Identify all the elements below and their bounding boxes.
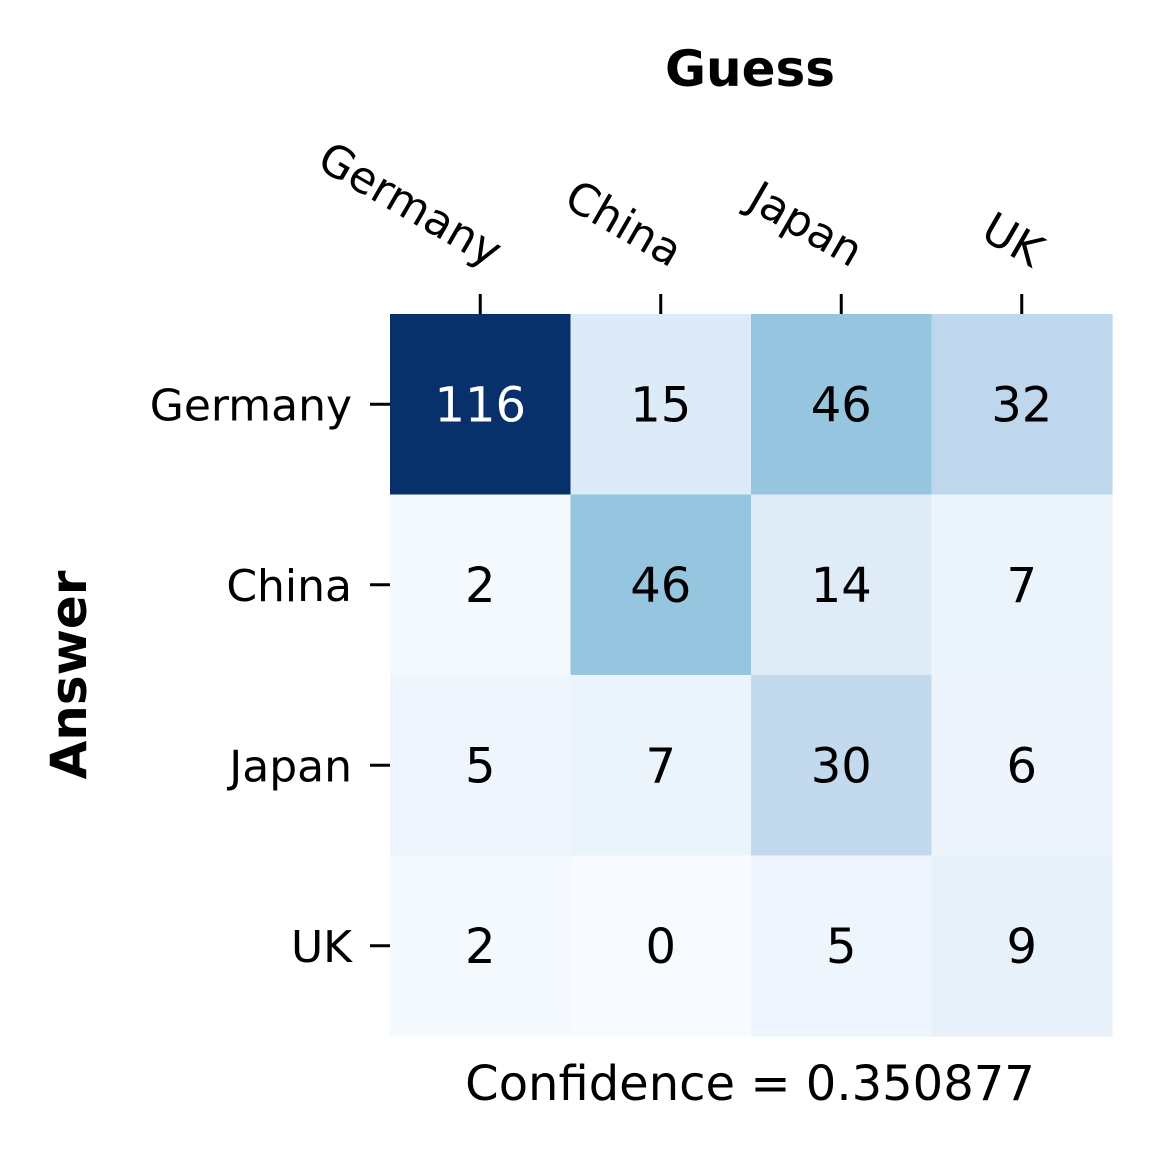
heatmap-cell xyxy=(751,494,933,676)
heatmap-cell xyxy=(390,855,572,1037)
heatmap-cell xyxy=(931,314,1113,496)
heatmap-cell xyxy=(751,675,933,857)
cell-value-label: 2 xyxy=(465,919,496,975)
heatmap-cell xyxy=(570,314,752,496)
cell-value-label: 7 xyxy=(645,738,676,794)
x-tick-label: Japan xyxy=(737,170,871,277)
heatmap-cell xyxy=(390,494,572,676)
cell-value-label: 0 xyxy=(645,919,676,975)
heatmap-cell xyxy=(570,494,752,676)
x-tick-label: China xyxy=(556,171,690,278)
cell-value-label: 9 xyxy=(1006,919,1037,975)
cell-value-label: 2 xyxy=(465,558,496,614)
cell-value-label: 7 xyxy=(1006,558,1037,614)
heatmap-cell xyxy=(390,675,572,857)
y-tick-label: Germany xyxy=(150,380,352,431)
heatmap-cells: 116 15 46 32 2 46 14 7 5 7 30 6 2 0 5 9 xyxy=(390,314,1113,1037)
cell-value-label: 5 xyxy=(826,919,857,975)
heatmap-cell xyxy=(751,855,933,1037)
cell-value-label: 116 xyxy=(434,377,526,433)
heatmap-cell xyxy=(751,314,933,496)
y-tick-label: UK xyxy=(291,922,353,973)
confidence-annotation: Confidence = 0.350877 xyxy=(465,1056,1035,1112)
heatmap-cell xyxy=(570,855,752,1037)
y-axis-title: Answer xyxy=(40,570,98,779)
heatmap-cell xyxy=(390,314,572,496)
cell-value-label: 30 xyxy=(811,738,872,794)
x-axis-title: Guess xyxy=(665,40,835,98)
cell-value-label: 32 xyxy=(991,377,1052,433)
cell-value-label: 6 xyxy=(1006,738,1037,794)
cell-value-label: 14 xyxy=(811,558,872,614)
y-tick-label: China xyxy=(226,561,352,612)
axis-ticks xyxy=(370,294,1024,948)
cell-value-label: 46 xyxy=(630,558,691,614)
heatmap-cell xyxy=(931,494,1113,676)
y-tick-label: Japan xyxy=(226,741,352,792)
heatmap-cell xyxy=(931,675,1113,857)
cell-value-label: 15 xyxy=(630,377,691,433)
heatmap-cell xyxy=(570,675,752,857)
cell-value-label: 46 xyxy=(811,377,872,433)
heatmap-cell xyxy=(931,855,1113,1037)
x-tick-label: Germany xyxy=(310,132,511,277)
x-tick-label: UK xyxy=(973,203,1052,278)
cell-value-label: 5 xyxy=(465,738,496,794)
